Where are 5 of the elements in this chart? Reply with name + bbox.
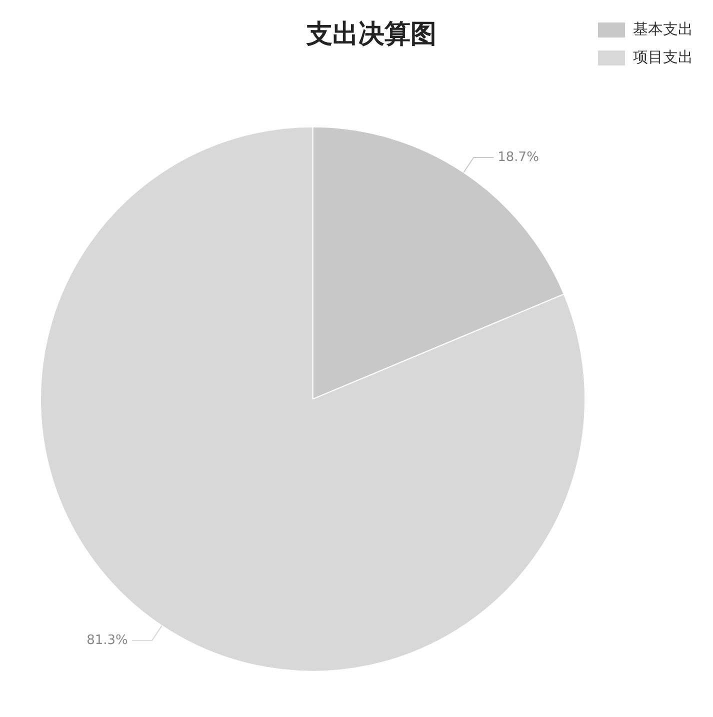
legend-label: 基本支出 (633, 20, 693, 38)
chart-title: 支出决算图 (306, 19, 436, 50)
data-label: 81.3% (86, 633, 128, 648)
data-label: 18.7% (498, 150, 539, 165)
legend-label: 项目支出 (633, 48, 693, 66)
